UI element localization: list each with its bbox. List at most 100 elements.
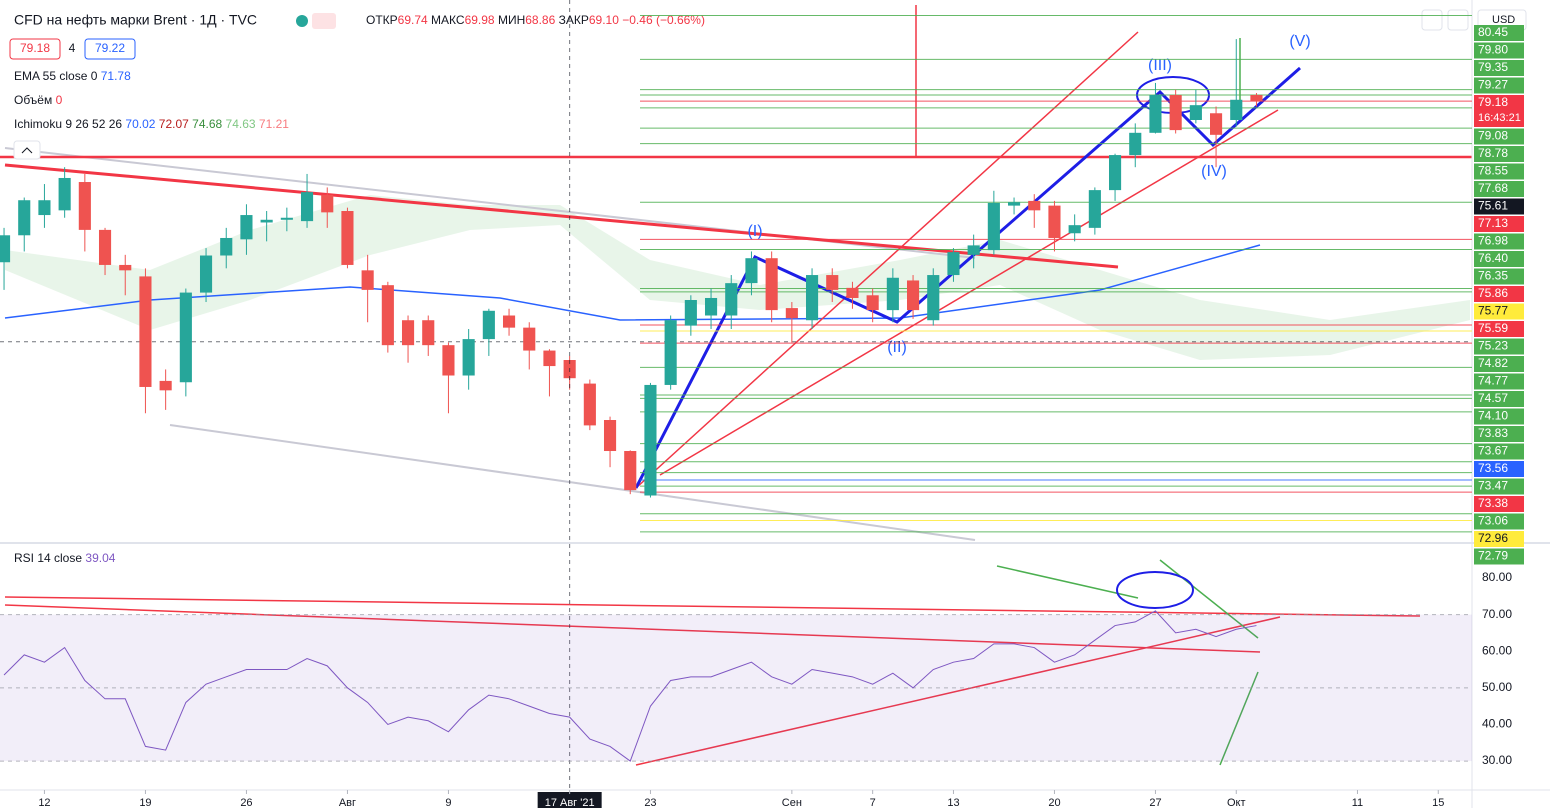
- rsi-trend-line: [996, 565, 1139, 599]
- candle-body: [805, 275, 819, 321]
- candle-body: [381, 285, 394, 346]
- x-tick-label: 13: [947, 797, 959, 808]
- ichimoku-legend: Ichimoku 9 26 52 26 70.02 72.07 74.68 74…: [14, 117, 289, 131]
- price-label-box: [1474, 338, 1524, 355]
- ichimoku-cloud: [5, 195, 1470, 360]
- label: МАКС: [431, 13, 465, 27]
- scroll-button[interactable]: [1421, 9, 1443, 31]
- candle-body: [58, 177, 71, 211]
- x-tick-label: 20: [1048, 797, 1060, 808]
- bid-box[interactable]: [9, 38, 61, 60]
- candle-body: [98, 229, 112, 265]
- wave-label: (III): [1148, 57, 1172, 74]
- value: 69.74: [398, 13, 428, 27]
- candle-body: [1088, 190, 1101, 228]
- price-label-box: [1474, 163, 1524, 180]
- price-label-box: [1474, 95, 1524, 127]
- candle-body: [1189, 105, 1202, 120]
- candle-body: [1230, 99, 1243, 120]
- price-label-box: [1474, 25, 1524, 41]
- price-label-box: [1474, 128, 1524, 145]
- symbol-title: CFD на нефть марки Brent · 1Д · TVC: [14, 12, 257, 28]
- currency: USD: [1492, 14, 1515, 26]
- candle-body: [159, 380, 172, 391]
- price-label: 79.35: [1478, 60, 1508, 74]
- wave-label: (I): [747, 223, 762, 240]
- candle-body: [523, 327, 536, 351]
- price-label-box: [1474, 548, 1524, 565]
- fullscreen-button[interactable]: [1447, 9, 1469, 31]
- price-label: 76.98: [1478, 234, 1508, 248]
- candle-body: [199, 255, 213, 293]
- candle-body: [826, 275, 839, 290]
- candle-body: [684, 300, 697, 326]
- price-label: 73.56: [1478, 461, 1508, 475]
- candle-body: [906, 280, 920, 311]
- price-label-box: [1474, 60, 1524, 76]
- price-label-box: [1474, 303, 1524, 320]
- candle-body: [139, 276, 152, 387]
- candle-body: [664, 320, 677, 385]
- candle-body: [1210, 113, 1223, 135]
- price-label: 79.27: [1478, 78, 1508, 92]
- price-label-box: [1474, 42, 1524, 59]
- value: 71.78: [101, 69, 131, 83]
- candle-body: [321, 194, 334, 213]
- status-dot: [296, 15, 308, 27]
- rsi-trend-line: [1159, 559, 1259, 639]
- label: ОТКР: [366, 13, 398, 27]
- candle-body: [422, 320, 435, 346]
- candle-body: [1028, 200, 1041, 211]
- price-label-box: [1474, 478, 1524, 495]
- candle-body: [442, 345, 455, 376]
- price-label-box: [1474, 286, 1524, 302]
- candle-body: [624, 451, 637, 491]
- candle-body: [38, 200, 51, 216]
- price-label-box: [1474, 408, 1524, 425]
- ema-legend: EMA 55 close 0 71.78: [14, 69, 131, 83]
- value: 70.02: [125, 117, 155, 131]
- rsi-line: [3, 610, 1257, 762]
- value: 71.21: [259, 117, 289, 131]
- collapse-button[interactable]: [13, 140, 41, 160]
- candle-body: [947, 252, 960, 276]
- price-label: 75.59: [1478, 321, 1508, 335]
- price-label: 75.86: [1478, 286, 1508, 300]
- y-tick-label: 60.00: [1482, 643, 1512, 657]
- x-tick-label: Сен: [782, 797, 802, 808]
- candle-body: [1108, 155, 1122, 191]
- trend-line: [4, 163, 1119, 269]
- candle-body: [119, 264, 132, 271]
- label: Объём: [14, 93, 52, 107]
- wave-label: (IV): [1201, 163, 1227, 180]
- candle-body: [1048, 205, 1061, 238]
- candle-body: [846, 287, 859, 298]
- y-tick-label: 30.00: [1482, 753, 1512, 767]
- value: 69.98: [465, 13, 495, 27]
- label: EMA 55 close 0: [14, 69, 98, 83]
- candle-body: [341, 211, 354, 265]
- x-tick-label: 26: [240, 797, 252, 808]
- x-tick-label: 17 Авг '21: [545, 797, 595, 808]
- value: 39.04: [85, 551, 115, 565]
- candle-body: [300, 192, 314, 222]
- candle-body: [401, 320, 415, 346]
- price-label: 77.68: [1478, 181, 1508, 195]
- volume-legend: Объём 0: [14, 93, 63, 107]
- value: 72.07: [159, 117, 189, 131]
- y-tick-label: 80.00: [1482, 570, 1512, 584]
- price-label-box: [1474, 461, 1524, 477]
- price-label: 74.57: [1478, 391, 1508, 405]
- rsi-legend: RSI 14 close 39.04: [14, 551, 116, 565]
- value: 68.86: [525, 13, 555, 27]
- x-tick-label: 15: [1432, 797, 1444, 808]
- ask-box[interactable]: [84, 38, 136, 60]
- candle-body: [1129, 132, 1142, 156]
- price-label-box: [1474, 426, 1524, 442]
- x-tick-label: 12: [38, 797, 50, 808]
- label: Ichimoku 9 26 52 26: [14, 117, 122, 131]
- candle-body: [644, 384, 657, 496]
- x-tick-label: 9: [445, 797, 451, 808]
